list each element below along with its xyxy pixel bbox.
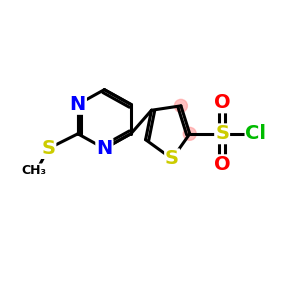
Text: N: N (70, 95, 86, 114)
Text: Cl: Cl (245, 124, 266, 143)
Circle shape (174, 99, 188, 112)
Text: N: N (96, 139, 112, 158)
Text: S: S (215, 124, 229, 143)
Text: S: S (41, 139, 56, 158)
Text: O: O (214, 155, 230, 174)
Text: O: O (214, 93, 230, 112)
Circle shape (183, 127, 196, 140)
Text: S: S (165, 149, 179, 168)
Text: CH₃: CH₃ (21, 164, 46, 177)
